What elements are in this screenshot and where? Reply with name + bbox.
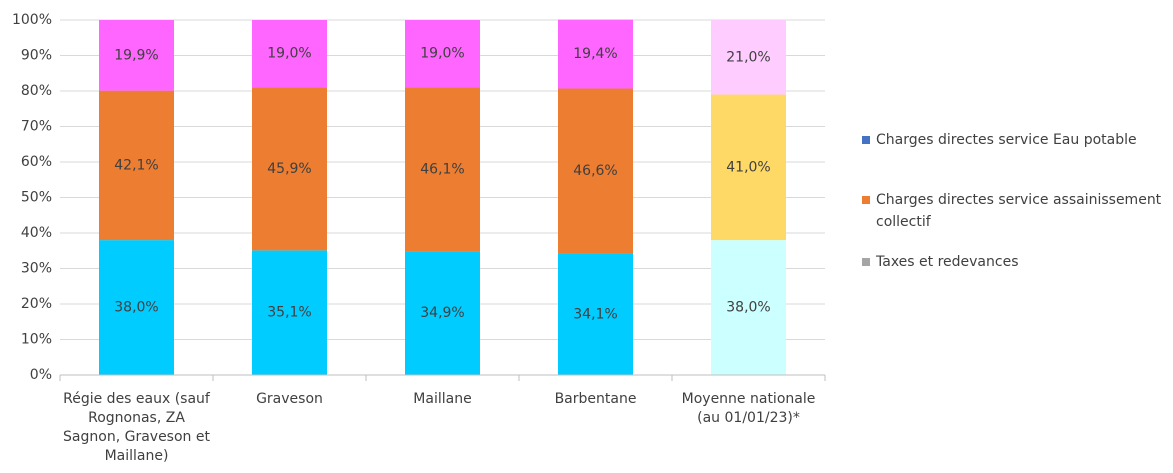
x-tick-label: Maillane <box>413 391 471 407</box>
y-tick-label: 0% <box>30 367 52 383</box>
bar-segment <box>99 20 174 91</box>
legend-label: Charges directes service Eau potable <box>876 132 1137 148</box>
bar-segment <box>252 87 327 251</box>
bar-segment <box>711 240 786 375</box>
value-label: 19,9% <box>114 47 158 63</box>
value-label: 45,9% <box>267 161 311 177</box>
value-label: 34,9% <box>420 305 464 321</box>
y-tick-label: 10% <box>21 332 52 348</box>
y-tick-label: 100% <box>12 12 52 28</box>
bar-segment <box>99 90 174 241</box>
y-tick-label: 70% <box>21 119 52 135</box>
y-tick-label: 40% <box>21 225 52 241</box>
value-label: 34,1% <box>573 306 617 322</box>
x-tick-label: Graveson <box>256 391 323 407</box>
value-label: 42,1% <box>114 157 158 173</box>
legend-swatch <box>862 196 870 204</box>
value-label: 46,1% <box>420 161 464 177</box>
bar-segment <box>558 19 633 89</box>
x-tick-label: Régie des eaux (sauf Rognonas, ZA Sagnon, … <box>63 391 211 464</box>
legend-label: Charges directes service assainissement c… <box>876 192 1162 230</box>
bar-segment <box>711 20 786 95</box>
bar-segment <box>252 20 327 88</box>
x-tick-label: Moyenne nationale (au 01/01/23)* <box>682 391 816 426</box>
bar-segment <box>558 253 633 375</box>
value-label: 19,0% <box>267 46 311 62</box>
bar-segment <box>405 20 480 88</box>
y-tick-label: 50% <box>21 190 52 206</box>
bar-segment <box>711 94 786 241</box>
value-label: 38,0% <box>726 300 770 316</box>
y-tick-label: 90% <box>21 48 52 64</box>
y-tick-label: 80% <box>21 83 52 99</box>
y-tick-label: 30% <box>21 261 52 277</box>
value-label: 21,0% <box>726 49 770 65</box>
value-label: 41,0% <box>726 159 770 175</box>
bar-segment <box>405 87 480 252</box>
y-tick-label: 60% <box>21 154 52 170</box>
value-label: 19,0% <box>420 46 464 62</box>
value-label: 19,4% <box>573 46 617 62</box>
bar-segment <box>252 250 327 375</box>
bar-segment <box>99 240 174 375</box>
value-label: 35,1% <box>267 305 311 321</box>
bar-segment <box>558 88 633 254</box>
y-tick-label: 20% <box>21 296 52 312</box>
legend-swatch <box>862 258 870 266</box>
x-tick-label: Barbentane <box>555 391 637 407</box>
bar-segment <box>405 251 480 375</box>
value-label: 38,0% <box>114 300 158 316</box>
legend-swatch <box>862 136 870 144</box>
legend-label: Taxes et redevances <box>875 254 1018 270</box>
value-label: 46,6% <box>573 163 617 179</box>
